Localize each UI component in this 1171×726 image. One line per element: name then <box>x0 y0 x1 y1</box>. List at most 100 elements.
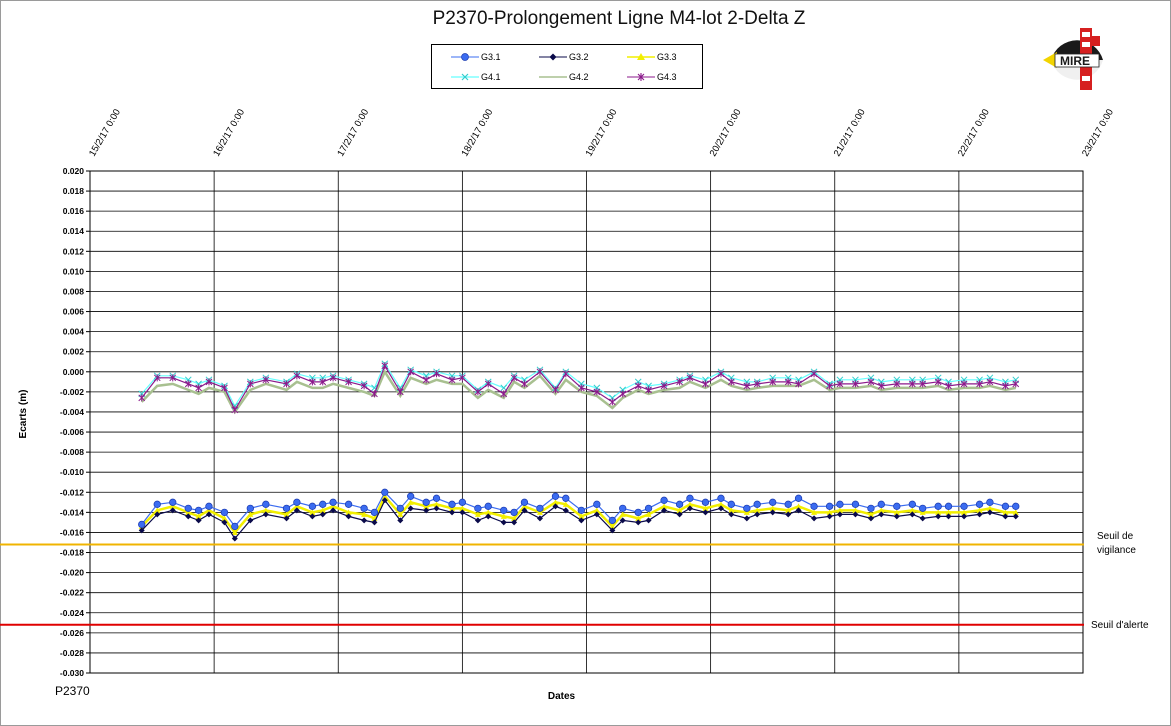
data-point <box>769 505 776 511</box>
data-point <box>851 500 860 508</box>
data-point <box>309 509 316 515</box>
data-point <box>867 378 875 386</box>
data-point <box>686 505 693 512</box>
data-point <box>169 498 177 506</box>
data-point <box>635 515 642 521</box>
data-point <box>309 378 316 386</box>
data-point <box>960 502 968 510</box>
data-point <box>536 509 543 515</box>
series-line-G4.2 <box>140 369 1017 415</box>
data-point <box>893 380 901 388</box>
data-point <box>769 509 776 516</box>
threshold-label-vigilance: Seuil de vigilance <box>1097 531 1136 556</box>
data-point <box>661 503 668 509</box>
data-point <box>986 378 994 386</box>
data-point <box>645 517 652 524</box>
data-point <box>308 502 317 510</box>
data-point <box>262 507 269 513</box>
data-point <box>195 517 202 524</box>
data-point <box>407 492 415 500</box>
data-point <box>448 376 456 384</box>
data-point <box>675 500 684 508</box>
data-point <box>246 380 254 388</box>
mire-logo-icon: MIRE <box>1043 26 1111 92</box>
data-point <box>754 511 761 518</box>
data-point <box>810 370 818 378</box>
data-point <box>458 498 467 506</box>
data-point <box>934 378 942 386</box>
data-point <box>794 494 803 502</box>
data-point <box>852 511 859 518</box>
y-tick-label: -0.026 <box>60 628 84 638</box>
data-point <box>407 505 414 512</box>
data-point <box>727 500 735 508</box>
legend-item-g4-1: G4.1 <box>450 69 538 87</box>
data-point <box>562 494 570 502</box>
data-point <box>893 502 901 510</box>
y-tick-label: -0.018 <box>60 548 84 558</box>
data-point <box>1012 380 1020 388</box>
data-point <box>961 509 968 515</box>
data-point <box>361 511 368 517</box>
data-point <box>676 511 683 518</box>
data-point <box>221 515 228 521</box>
data-point <box>500 519 507 526</box>
data-point <box>195 513 202 519</box>
data-point <box>485 513 492 520</box>
data-point <box>645 386 652 394</box>
data-point <box>500 513 507 519</box>
data-point <box>169 507 176 514</box>
data-point <box>635 519 642 526</box>
data-point <box>727 378 735 386</box>
y-tick-label: -0.014 <box>60 507 84 517</box>
data-point <box>138 527 145 534</box>
data-point <box>919 509 926 515</box>
data-point <box>878 507 885 513</box>
data-point <box>433 370 440 378</box>
data-point <box>743 509 750 515</box>
data-point <box>449 505 456 511</box>
y-tick-label: -0.028 <box>60 648 84 658</box>
y-tick-label: 0.018 <box>63 186 85 196</box>
data-point <box>1012 513 1019 520</box>
data-point <box>552 386 559 394</box>
y-tick-label: -0.002 <box>60 387 84 397</box>
data-point <box>1002 509 1009 515</box>
legend-item-g4-3: G4.3 <box>626 69 714 87</box>
data-point <box>702 380 709 388</box>
data-point <box>220 508 229 517</box>
data-point <box>231 529 238 535</box>
data-point <box>500 390 508 398</box>
data-point <box>205 507 212 513</box>
data-point <box>246 504 254 512</box>
data-point <box>960 380 968 388</box>
data-point <box>459 509 466 516</box>
data-point <box>975 500 984 508</box>
data-point <box>552 503 559 510</box>
data-point <box>521 507 528 514</box>
data-point <box>221 384 228 392</box>
data-point <box>184 380 192 388</box>
data-point <box>634 382 642 390</box>
data-point <box>909 511 916 518</box>
data-point <box>686 501 693 507</box>
data-point <box>945 513 952 520</box>
data-point <box>330 503 337 509</box>
legend-item-g4-2: G4.2 <box>538 69 626 87</box>
data-point <box>945 509 952 515</box>
legend-item-g3-2: G3.2 <box>538 49 626 67</box>
y-tick-label: -0.016 <box>60 527 84 537</box>
data-point <box>319 511 326 518</box>
data-point <box>893 509 900 515</box>
data-point <box>619 511 626 517</box>
data-point <box>784 500 792 508</box>
y-tick-label: -0.004 <box>60 407 84 417</box>
data-point <box>422 498 430 506</box>
data-point <box>510 374 518 382</box>
data-point <box>1012 502 1020 510</box>
data-point <box>153 374 161 382</box>
y-tick-label: 0.016 <box>63 206 85 216</box>
data-point <box>976 380 983 388</box>
data-point <box>769 378 777 386</box>
data-point <box>484 380 492 388</box>
